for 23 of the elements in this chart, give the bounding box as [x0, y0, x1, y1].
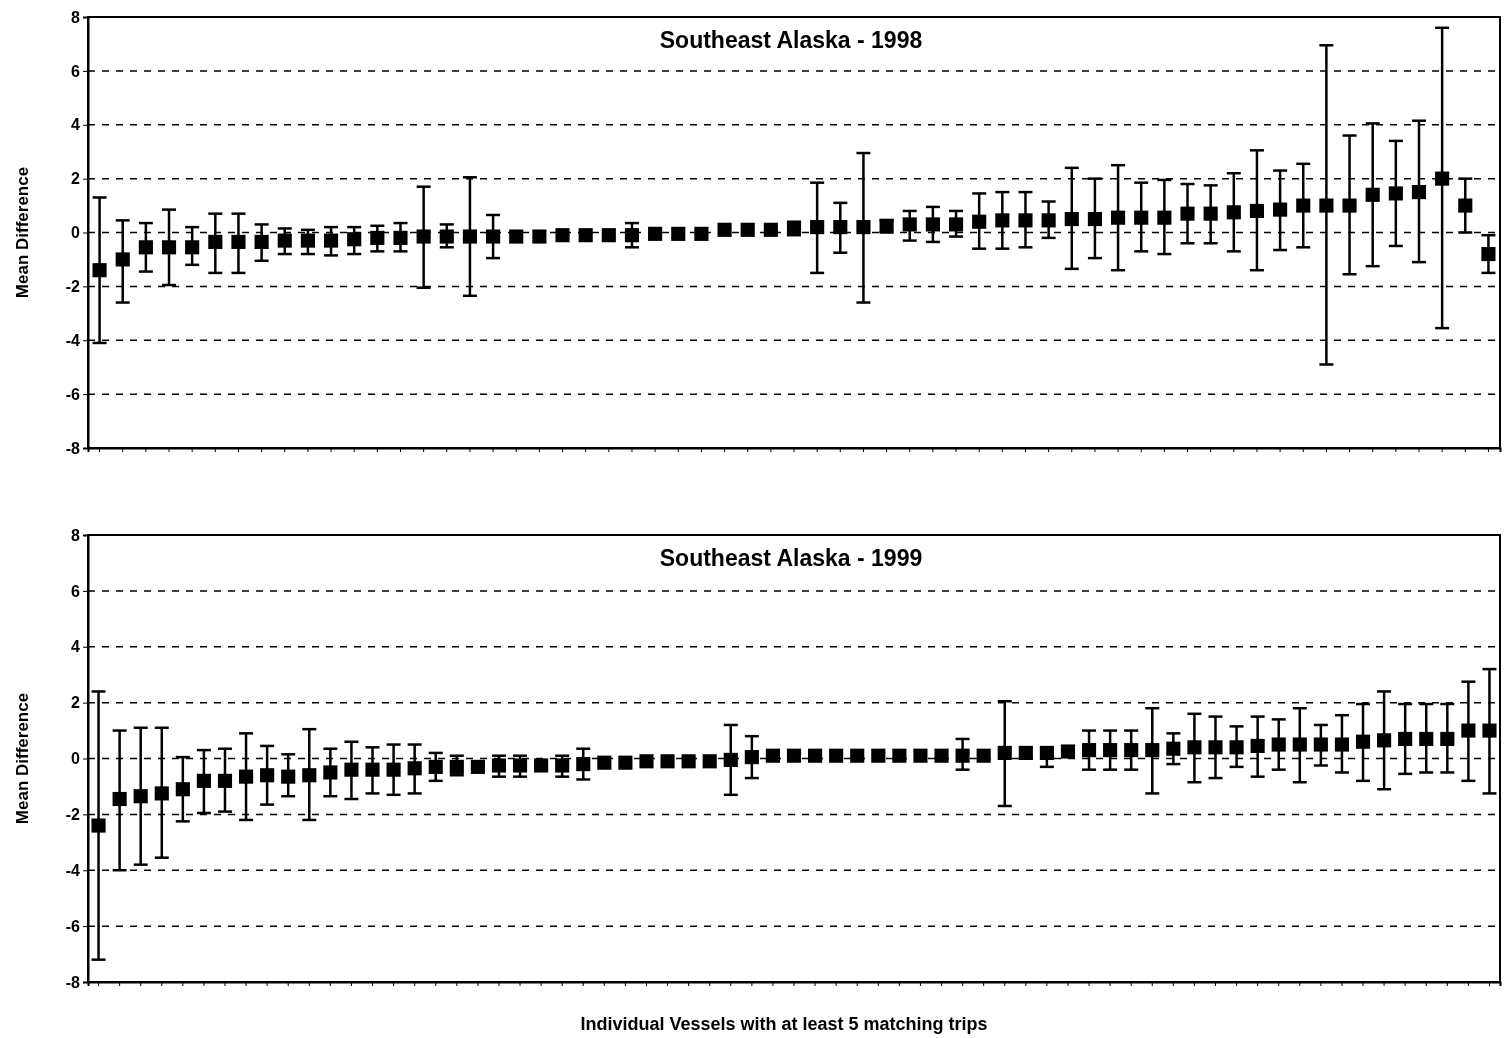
y-tick-label: -6: [65, 917, 81, 935]
y-tick-label: -6: [65, 385, 81, 403]
y-tick-label: 2: [71, 694, 81, 712]
y-tick-label: 6: [71, 62, 81, 80]
y-tick-label: 2: [71, 170, 81, 188]
y-tick-label: 8: [71, 8, 81, 26]
y-tick-label: 6: [71, 582, 81, 600]
y-axis-title: Mean Difference: [13, 166, 32, 299]
y-tick-label: 0: [71, 224, 81, 242]
y-tick-label: -4: [65, 331, 81, 349]
y-tick-label: 8: [71, 526, 81, 544]
y-tick-label: 4: [71, 116, 81, 134]
x-axis-title: Individual Vessels with at least 5 matching trips: [580, 1014, 988, 1034]
chart-title: Southeast Alaska - 1998: [659, 27, 923, 53]
y-tick-label: 4: [71, 638, 81, 656]
y-tick-label: -8: [65, 973, 81, 991]
y-tick-label: -4: [65, 861, 81, 879]
y-tick-label: -8: [65, 439, 81, 457]
y-tick-label: -2: [65, 277, 81, 295]
y-tick-label: 0: [71, 750, 81, 768]
y-axis-title: Mean Difference: [13, 692, 32, 825]
y-tick-label: -2: [65, 805, 81, 823]
chart-title: Southeast Alaska - 1999: [659, 545, 923, 571]
